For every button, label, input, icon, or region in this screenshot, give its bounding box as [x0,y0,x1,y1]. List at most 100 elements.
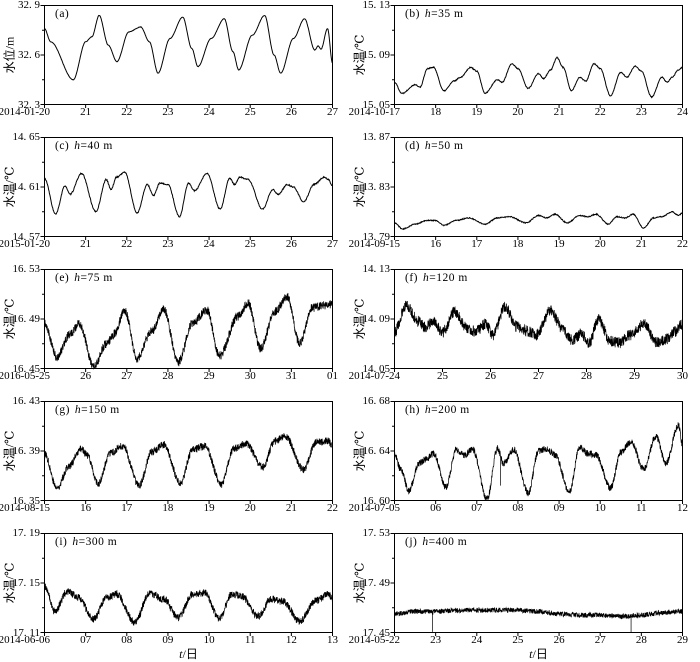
y-axis-title: 水位/m [1,5,16,105]
x-tick-label: 12 [677,502,688,514]
panel-annotation: (i) h=300 m [55,536,117,548]
panel-label: (e) [55,272,70,284]
panel-annotation: (f) h=120 m [405,272,468,284]
plot-canvas [40,533,333,636]
x-tick-label: 2014-05-22 [348,634,400,646]
x-tick-label: 11 [244,634,256,646]
depth-annotation: h=400 m [422,536,467,548]
plot-area: (b) h=35 m [390,5,683,108]
x-tick-label: 01 [327,370,338,382]
data-series-b [394,56,683,99]
subplot-i: 水温/℃ 17. 19 17. 15 17. 11 (i) h=300 m t/日… [0,527,350,662]
data-series-a [44,14,333,81]
subplot-g: 水温/℃ 16. 43 16. 39 16. 35 (g) h=150 m 201… [0,395,350,528]
depth-annotation: h=200 m [425,404,470,416]
x-tick-label: 17 [471,238,483,250]
plot-canvas [40,137,333,240]
y-tick-label: 13. 79 [362,231,391,243]
plot-canvas [390,5,683,108]
y-tick-label: 17. 19 [12,527,41,539]
x-tick-label: 2016-05-25 [0,370,50,382]
panel-annotation: (j) h=400 m [405,536,467,548]
plot-area: (a) [40,5,333,108]
panel-label: (c) [55,140,70,152]
subplot-h: 水温/℃ 16. 68 16. 64 16. 60 (h) h=200 m 201… [348,395,700,528]
x-tick-label: 2014-01-20 [0,106,50,118]
panel-label: (a) [55,8,70,20]
x-tick-label: 21 [285,502,297,514]
x-tick-label: 2015-01-20 [0,238,50,250]
x-tick-label: 26 [285,238,297,250]
panel-label: (h) [405,404,420,416]
x-tick-label: 30 [244,370,256,382]
x-tick-label: 17 [121,502,133,514]
data-series-h [394,422,683,501]
x-tick-label: 23 [162,238,174,250]
plot-canvas [390,401,683,504]
data-series-i [44,583,333,626]
x-tick-label: 29 [677,634,688,646]
x-tick-label: 28 [162,370,174,382]
x-tick-label: 09 [553,502,565,514]
plot-area: (g) h=150 m [40,401,333,504]
x-tick-label: 2014-09-15 [348,238,400,250]
x-tick-label: 27 [121,370,133,382]
subplot-d: 水温/℃ 13. 87 13. 83 13. 79 (d) h=50 m 2014… [348,131,700,264]
x-tick-label: 08 [512,502,524,514]
x-tick-label: 18 [512,238,524,250]
axes-frame [394,533,683,633]
y-tick-label: 14. 61 [12,181,41,193]
x-tick-label: 26 [485,370,496,382]
x-axis-unit: /日 [182,647,198,661]
y-tick-label: 16. 39 [12,445,41,457]
panel-annotation: (b) h=35 m [405,8,463,20]
panel-label: (d) [405,140,420,152]
x-tick-label: 25 [244,238,256,250]
panel-annotation: (e) h=75 m [55,272,113,284]
x-tick-label: 27 [533,370,544,382]
x-tick-label: 11 [636,502,647,514]
y-axis-title-text: 水位/m [2,36,16,74]
panel-annotation: (g) h=150 m [55,404,120,416]
x-tick-label: 2014-07-05 [348,502,400,514]
x-tick-label: 21 [635,238,647,250]
x-tick-label: 08 [121,634,133,646]
panel-annotation: (d) h=50 m [405,140,463,152]
depth-value: =120 m [429,272,468,284]
x-tick-label: 26 [80,370,92,382]
x-axis-variable: t [529,647,533,661]
y-tick-label: 32. 9 [18,0,40,11]
x-tick-label: 24 [203,238,215,250]
depth-variable: h [424,8,432,20]
depth-annotation: h=120 m [423,272,468,284]
depth-annotation: h=40 m [74,140,113,152]
x-tick-label: 24 [677,106,688,118]
y-tick-label: 32. 6 [18,49,40,61]
subplot-b: 水温/℃ 15. 13 15. 09 15. 05 (b) h=35 m 2014… [349,0,700,132]
panel-annotation: (a) [55,8,69,20]
axes-frame [44,5,333,105]
x-tick-label: 16 [80,502,92,514]
x-tick-label: 06 [430,502,442,514]
y-tick-label: 16. 60 [362,495,391,507]
y-tick-label: 14. 65 [12,131,41,143]
data-series-e [44,292,333,370]
axes-frame [394,269,683,369]
x-tick-label: 18 [162,502,174,514]
subplot-a: 水位/m 32. 9 32. 6 32. 3 (a) 2014-01-20 21 2… [0,0,350,132]
x-tick-label: 23 [430,634,442,646]
depth-value: =400 m [428,536,468,548]
x-tick-label: 23 [162,106,174,118]
y-tick-label: 16. 43 [12,395,41,407]
axes-frame [44,269,333,369]
x-tick-label: 19 [203,502,215,514]
x-tick-label: 12 [285,634,297,646]
x-tick-label: 10 [203,634,215,646]
plot-canvas [40,401,333,504]
panel-label: (b) [405,8,420,20]
x-tick-label: 28 [581,370,592,382]
axes-frame [44,401,333,501]
depth-value: =35 m [431,8,464,20]
x-tick-label: 27 [327,106,338,118]
